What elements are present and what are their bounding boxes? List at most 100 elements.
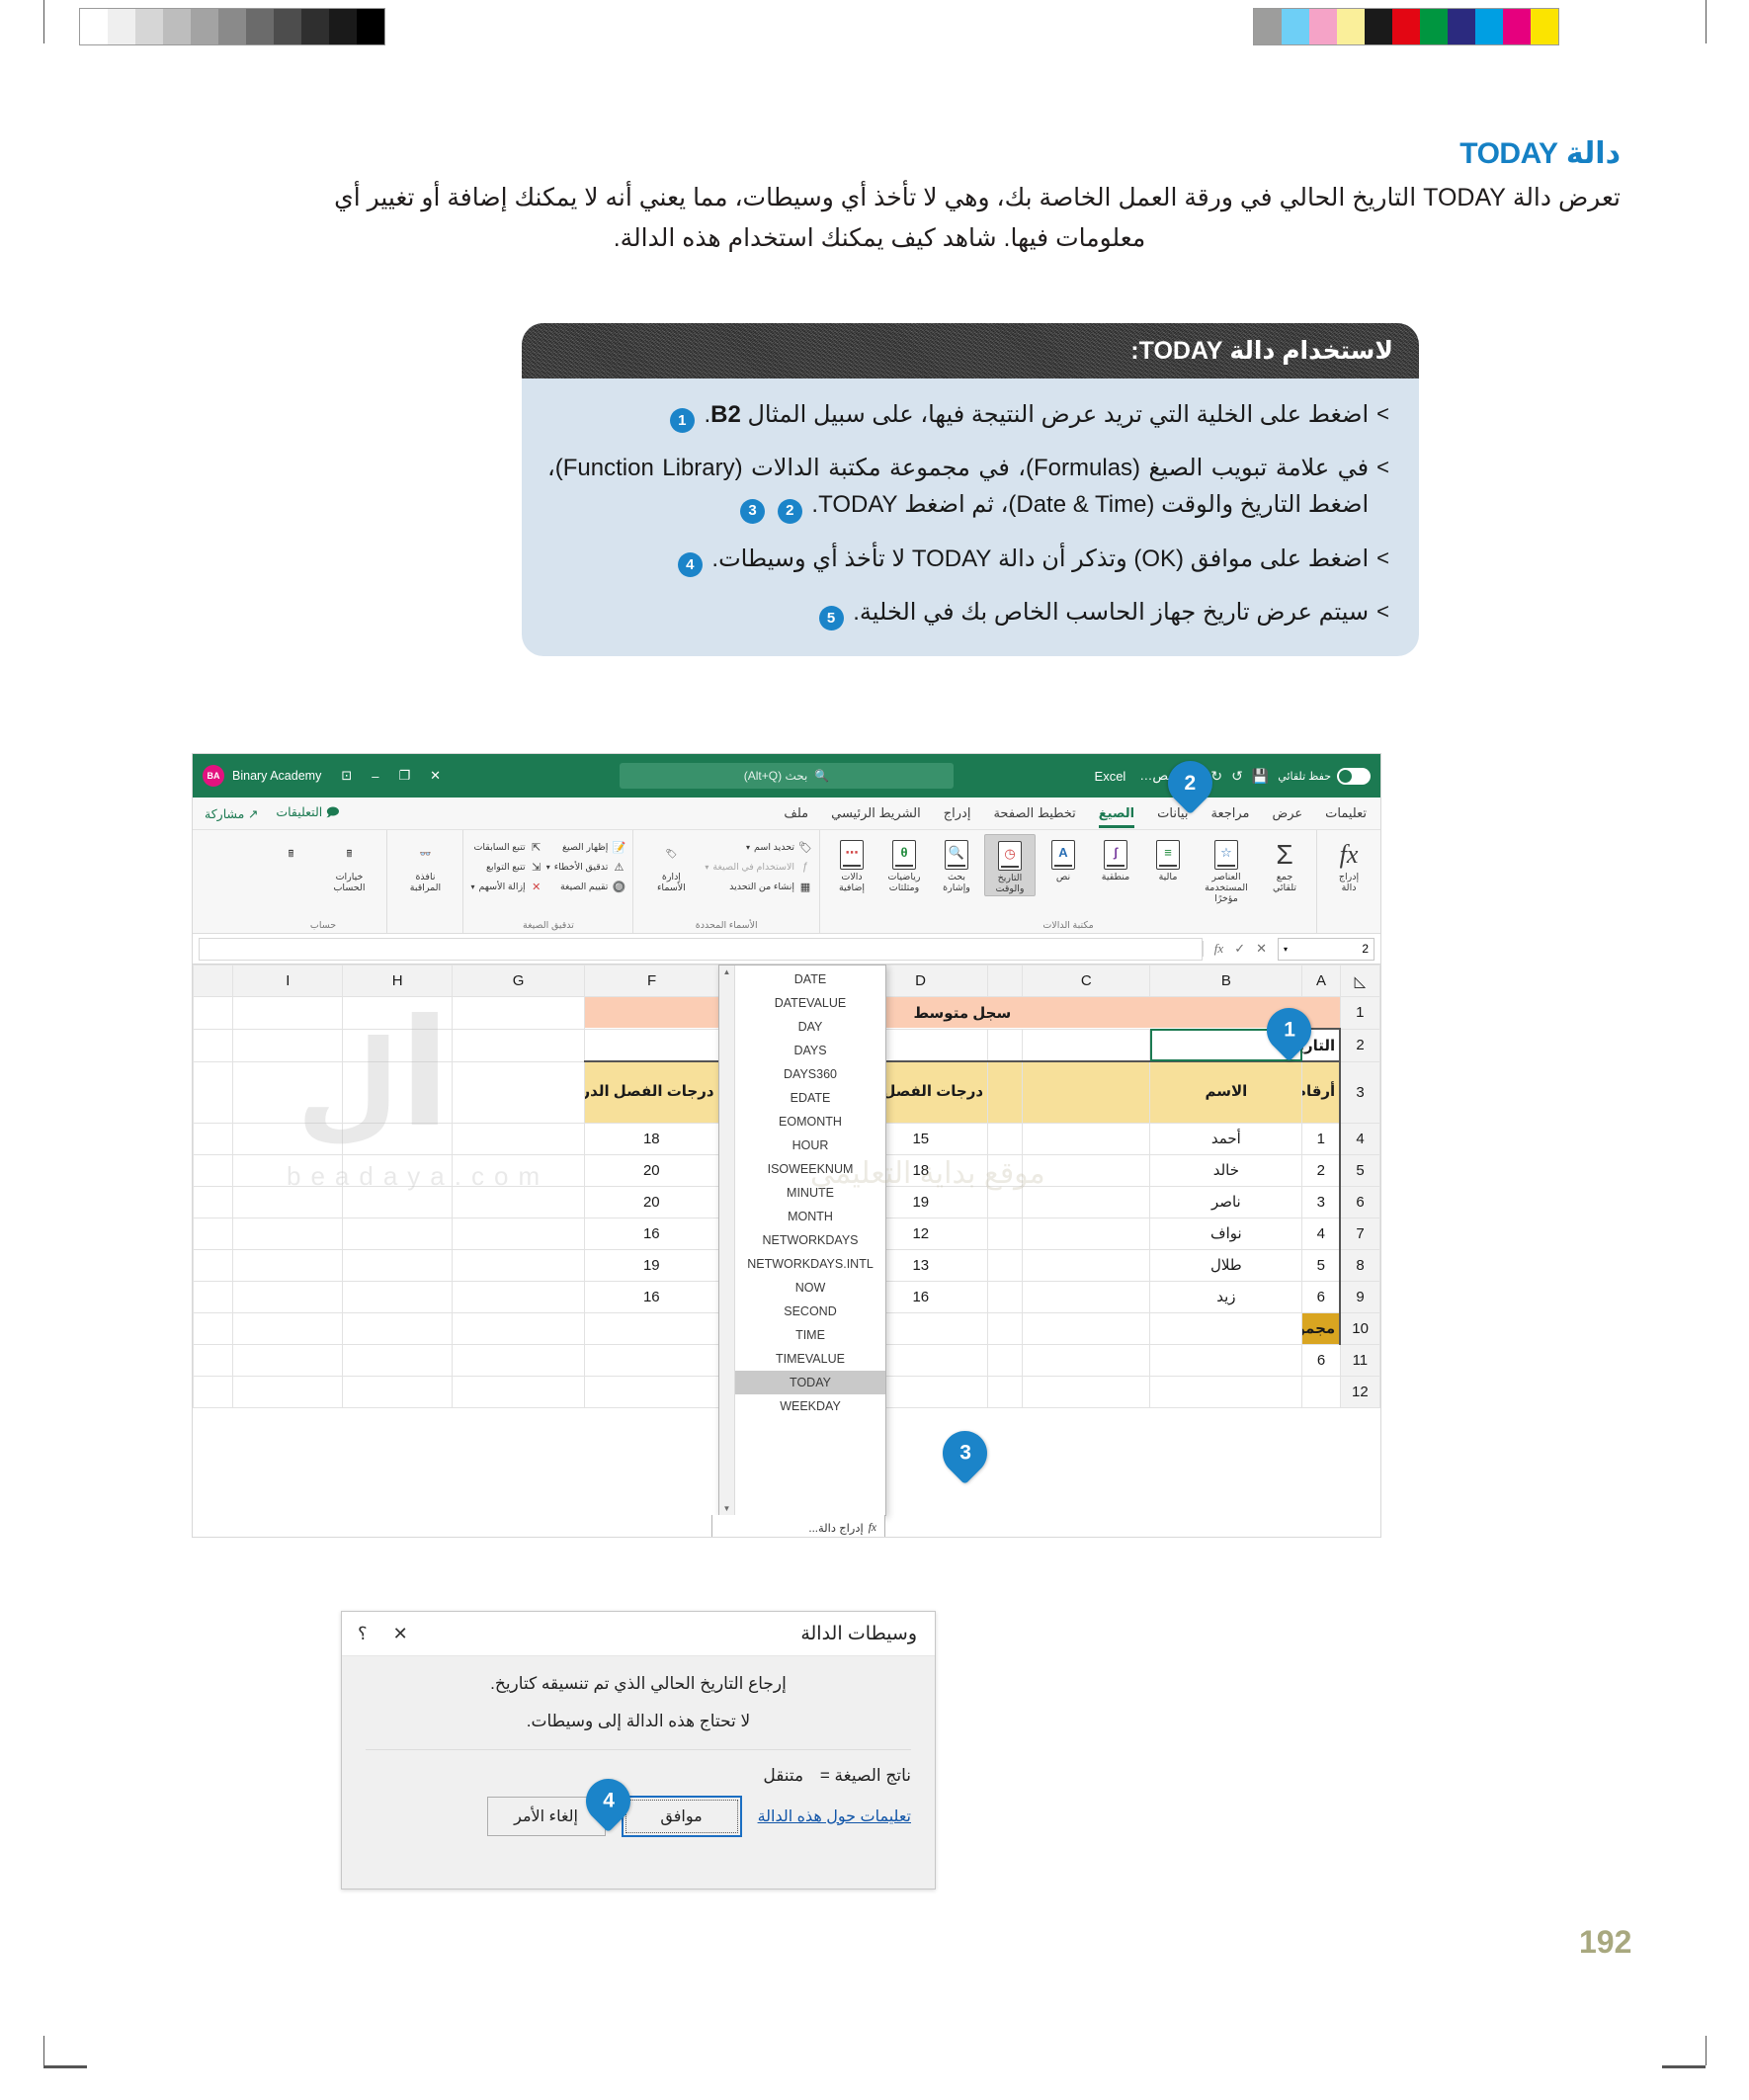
cell-B3[interactable]: الاسم [1149, 1060, 1303, 1124]
function-item-weekday[interactable]: WEEKDAY [780, 1399, 841, 1413]
cell-B11[interactable] [1149, 1343, 1303, 1377]
cell-A10[interactable]: مجموع عدد الطلاب [1301, 1311, 1342, 1345]
cell-A12[interactable] [1301, 1375, 1341, 1408]
cell-B7[interactable]: نواف [1149, 1217, 1303, 1250]
trace-precedents-row[interactable]: ⇱ تتبع السابقات [470, 840, 542, 854]
help-link[interactable]: تعليمات حول هذه الدالة [757, 1808, 911, 1825]
function-item-today[interactable]: TODAY [735, 1371, 885, 1394]
function-item-eomonth[interactable]: EOMONTH [779, 1115, 842, 1129]
cell-C12[interactable] [1022, 1375, 1151, 1408]
evaluate-formula-row[interactable]: 🔘 تقييم الصيغة [546, 880, 626, 893]
trace-dependents-row[interactable]: ⇲ تتبع التوابع [470, 860, 542, 874]
cell-I3[interactable] [232, 1060, 344, 1124]
minimize-icon[interactable]: – [372, 768, 379, 784]
function-item-minute[interactable]: MINUTE [787, 1186, 834, 1200]
cell-H9[interactable] [342, 1280, 454, 1313]
cell-F3[interactable]: درجات الفصل الدراسي الثالث [584, 1060, 720, 1124]
ribbon-tab-6[interactable]: مراجعة [1210, 805, 1250, 820]
date-time-button[interactable]: ◷ التاريخ والوقت [984, 834, 1036, 896]
col-header-F[interactable]: F [584, 965, 720, 997]
cell-G11[interactable] [452, 1343, 586, 1377]
function-item-networkdays[interactable]: NETWORKDAYS [762, 1233, 859, 1247]
formula-input[interactable] [199, 937, 1203, 961]
cell-G3[interactable] [452, 1060, 586, 1124]
cell-C3b[interactable] [987, 1060, 1024, 1124]
cell-A3[interactable]: أرقام الطلبة [1301, 1060, 1342, 1124]
ribbon-tab-1[interactable]: الشريط الرئيسي [831, 805, 921, 820]
function-item-days360[interactable]: DAYS360 [784, 1067, 837, 1081]
cell-C5[interactable] [1022, 1153, 1151, 1187]
function-item-second[interactable]: SECOND [784, 1304, 837, 1318]
function-item-now[interactable]: NOW [794, 1281, 826, 1295]
lookup-reference-button[interactable]: 🔍 بحث وإشارة [932, 834, 981, 894]
cell-F10[interactable] [584, 1311, 720, 1345]
cell-A4[interactable]: 1 [1301, 1122, 1342, 1155]
chevron-down-icon[interactable]: ▾ [545, 862, 550, 872]
row-header-6[interactable]: 6 [1339, 1185, 1380, 1218]
cell-A5[interactable]: 2 [1301, 1153, 1342, 1187]
col-header-C2[interactable] [987, 965, 1024, 997]
ribbon-tab-5[interactable]: بيانات [1157, 805, 1189, 820]
cell-G12[interactable] [452, 1375, 586, 1408]
corner-cell[interactable]: ◺ [1339, 965, 1380, 997]
watch-window-button[interactable]: 👓 نافذة المراقبة [394, 834, 456, 894]
account-chip[interactable]: Binary Academy BA [203, 765, 321, 787]
cell-F12[interactable] [584, 1375, 720, 1408]
cell-H11[interactable] [342, 1343, 454, 1377]
function-item-isoweeknum[interactable]: ISOWEEKNUM [767, 1162, 854, 1176]
cell-F9[interactable]: 16 [584, 1280, 720, 1313]
undo-icon[interactable]: ↺ [1231, 767, 1243, 784]
function-item-datevalue[interactable]: DATEVALUE [774, 996, 847, 1010]
redo-icon[interactable]: ↻ [1210, 767, 1223, 784]
cell-C4[interactable] [1022, 1122, 1151, 1155]
col-header-I[interactable]: I [232, 965, 344, 997]
scroll-up-icon[interactable]: ▲ [722, 967, 731, 976]
cell-G10[interactable] [452, 1311, 586, 1345]
confirm-formula-icon[interactable]: ✓ [1234, 941, 1246, 956]
show-formulas-row[interactable]: 📝 إظهار الصيغ [546, 840, 626, 854]
function-item-day[interactable]: DAY [797, 1020, 823, 1034]
search-input[interactable]: 🔍 بحث (Alt+Q) [620, 763, 954, 789]
cell-C11b[interactable] [987, 1343, 1024, 1377]
cell-A9[interactable]: 6 [1301, 1280, 1342, 1313]
cell-I4[interactable] [232, 1122, 344, 1155]
cell-C10[interactable] [1022, 1311, 1151, 1345]
cell-G8[interactable] [452, 1248, 586, 1282]
col-header-B[interactable]: B [1149, 965, 1303, 997]
cell-C2b[interactable] [987, 1028, 1024, 1062]
comments-button[interactable]: 🗩 التعليقات [276, 803, 339, 824]
cell-A7[interactable]: 4 [1301, 1217, 1342, 1250]
insert-function-button[interactable]: fx إدراج دالة [1324, 834, 1374, 894]
close-icon[interactable]: ✕ [392, 1623, 408, 1643]
function-item-timevalue[interactable]: TIMEVALUE [776, 1352, 845, 1366]
cell-H6[interactable] [342, 1185, 454, 1218]
row-header-12[interactable]: 12 [1339, 1375, 1380, 1408]
cell-B4[interactable]: أحمد [1149, 1122, 1303, 1155]
cell-I6[interactable] [232, 1185, 344, 1218]
cell-A8[interactable]: 5 [1301, 1248, 1342, 1282]
cell-F7[interactable]: 16 [584, 1217, 720, 1250]
function-item-date[interactable]: DATE [793, 972, 827, 986]
calculate-now-button[interactable]: 🖩 [266, 834, 315, 873]
save-icon[interactable]: 💾 [1251, 767, 1270, 784]
cancel-formula-icon[interactable]: ✕ [1256, 941, 1267, 956]
cell-C9b[interactable] [987, 1280, 1024, 1313]
cell-I5[interactable] [232, 1153, 344, 1187]
define-name-row[interactable]: 🏷 تحديد اسم ▾ [705, 840, 812, 854]
cell-C9[interactable] [1022, 1280, 1151, 1313]
cell-G7[interactable] [452, 1217, 586, 1250]
cell-I8[interactable] [232, 1248, 344, 1282]
row-header-1[interactable]: 1 [1339, 996, 1380, 1030]
function-item-hour[interactable]: HOUR [791, 1138, 829, 1152]
cell-A6[interactable]: 3 [1301, 1185, 1342, 1218]
cell-H2[interactable] [342, 1028, 454, 1062]
ribbon-tab-3[interactable]: تخطيط الصفحة [993, 805, 1076, 820]
remove-arrows-row[interactable]: ✕ إزالة الأسهم ▾ [470, 880, 542, 893]
logical-button[interactable]: ʃ منطقية [1091, 834, 1140, 883]
cell-H5[interactable] [342, 1153, 454, 1187]
cell-G5[interactable] [452, 1153, 586, 1187]
function-item-time[interactable]: TIME [795, 1328, 825, 1342]
cell-D3[interactable]: درجات الفصل الدراسي الأول [852, 1060, 989, 1124]
cell-C11[interactable] [1022, 1343, 1151, 1377]
cell-F11[interactable] [584, 1343, 720, 1377]
